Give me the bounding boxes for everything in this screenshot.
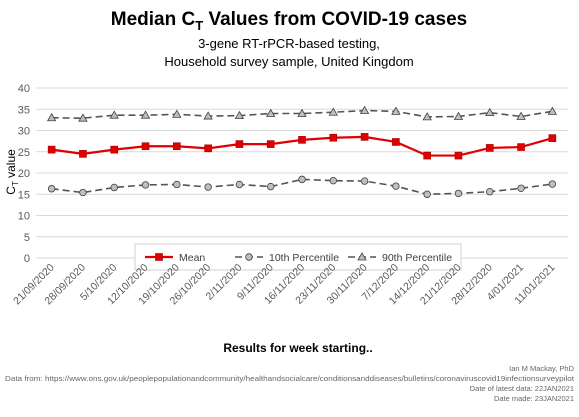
y-tick-label: 0 (24, 253, 30, 265)
data-point (266, 108, 276, 117)
data-point (516, 111, 526, 120)
credit-date-made: Date made: 23JAN2021 (494, 394, 574, 403)
data-point (266, 140, 275, 148)
y-tick-label: 10 (18, 211, 30, 223)
series-group (46, 105, 558, 198)
y-tick-labels: 0 5 10 15 20 25 30 35 40 (18, 83, 30, 265)
legend-box (134, 243, 462, 271)
y-tick-label: 30 (18, 126, 30, 138)
series-line (51, 109, 553, 119)
data-point (517, 184, 525, 192)
data-point (297, 108, 307, 117)
credit-latest-data: Date of latest data: 22JAN2021 (470, 384, 574, 393)
data-point (110, 183, 118, 192)
data-point (109, 110, 119, 119)
x-axis-label: Results for week starting.. (223, 341, 372, 355)
data-point (46, 112, 57, 122)
data-point (267, 182, 275, 191)
data-point (423, 151, 431, 160)
data-point (234, 110, 245, 120)
series-line (51, 178, 553, 196)
y-tick-label: 40 (18, 83, 30, 95)
data-point (547, 106, 558, 115)
legend-marker (245, 253, 253, 261)
y-axis-label: CT value (4, 149, 20, 195)
data-point (485, 144, 494, 152)
data-point (203, 111, 213, 120)
data-point (298, 136, 306, 144)
legend: Mean 10th Percentile 90th Percentile (134, 243, 462, 271)
data-point (47, 185, 56, 193)
data-point (423, 190, 431, 198)
data-point (391, 106, 401, 115)
data-point (141, 142, 150, 151)
chart-title: Median CT Values from COVID-19 cases (111, 9, 467, 33)
data-point (329, 133, 338, 142)
data-point (454, 189, 463, 198)
data-point (172, 109, 182, 118)
legend-marker (155, 253, 163, 261)
data-point (173, 180, 181, 189)
data-point (173, 142, 181, 151)
y-tick-label: 35 (18, 104, 30, 116)
data-point (235, 180, 244, 189)
data-point (486, 187, 494, 196)
y-tick-label: 15 (18, 189, 30, 201)
data-point (485, 107, 495, 117)
data-point (79, 150, 87, 158)
data-point (235, 140, 244, 148)
data-point (453, 111, 464, 120)
data-point (47, 145, 56, 154)
y-tick-label: 25 (18, 147, 30, 159)
data-point (359, 105, 370, 114)
legend-label: Mean (179, 252, 205, 264)
data-point (110, 145, 119, 154)
data-point (204, 183, 212, 191)
data-point (329, 176, 337, 185)
legend-marker (357, 252, 367, 261)
chart-subtitle-line-2: Household survey sample, United Kingdom (164, 54, 413, 69)
data-point (141, 181, 150, 189)
data-point (360, 177, 369, 185)
data-point (328, 107, 338, 116)
data-point (548, 134, 557, 142)
credit-author: Ian M Mackay, PhD (509, 364, 574, 373)
data-point (140, 110, 151, 119)
data-point (79, 188, 87, 197)
data-point (548, 180, 557, 188)
data-point (392, 182, 400, 190)
data-point (422, 112, 432, 121)
data-point (517, 143, 525, 151)
data-point (454, 151, 463, 160)
data-point (298, 175, 306, 184)
data-point (392, 138, 400, 146)
legend-label: 10th Percentile (269, 252, 339, 264)
legend-label: 90th Percentile (382, 252, 452, 264)
data-point (360, 133, 369, 141)
credit-source: Data from: https://www.ons.gov.uk/people… (5, 374, 575, 383)
y-tick-label: 20 (18, 168, 30, 180)
data-point (204, 144, 212, 153)
y-tick-label: 5 (24, 232, 30, 244)
chart-subtitle-line-1: 3-gene RT-rPCR-based testing, (198, 36, 380, 51)
y-gridlines (36, 87, 568, 259)
data-point (78, 113, 88, 122)
